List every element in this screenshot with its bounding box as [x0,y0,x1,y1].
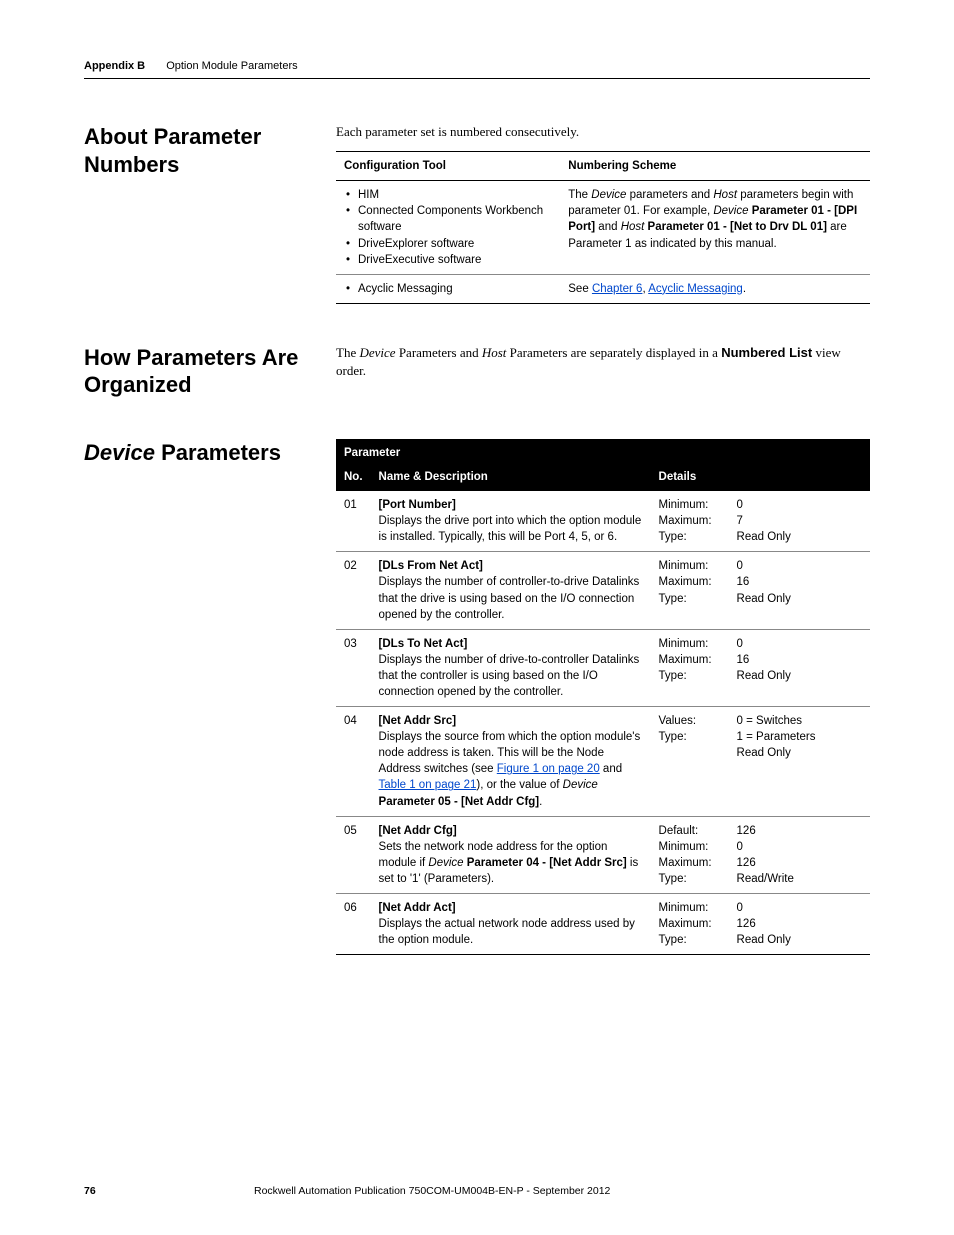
cell-name: [Net Addr Act]Displays the actual networ… [371,894,651,955]
cell-name: [Net Addr Cfg]Sets the network node addr… [371,816,651,893]
cell-detail-label: Default:Minimum:Maximum:Type: [651,816,729,893]
tool-item: DriveExecutive software [346,252,552,268]
txt: Device [359,345,395,360]
txt: parameters and [626,189,713,201]
cell-detail-label: Minimum:Maximum:Type: [651,894,729,955]
scheme-cell-1: The Device parameters and Host parameter… [560,181,870,274]
footer: 76 Rockwell Automation Publication 750CO… [84,1185,870,1197]
tool-list: HIM Connected Components Workbench softw… [344,187,552,267]
config-col1: Configuration Tool [336,152,560,181]
body-about: Each parameter set is numbered consecuti… [336,123,870,304]
cell-name: [Port Number]Displays the drive port int… [371,491,651,552]
about-intro: Each parameter set is numbered consecuti… [336,123,870,141]
txt: Numbered List [721,345,812,360]
cell-no: 01 [336,491,371,552]
txt: Parameters [155,440,281,465]
cell-detail-value: 016Read Only [729,552,870,629]
section-organized: How Parameters Are Organized The Device … [84,344,870,399]
tool-item: Connected Components Workbench software [346,203,552,235]
link[interactable]: Figure 1 on page 20 [497,763,600,775]
cell-detail-value: 016Read Only [729,629,870,706]
txt: Host [713,189,737,201]
cell-name: [Net Addr Src]Displays the source from w… [371,707,651,817]
publication: Rockwell Automation Publication 750COM-U… [254,1185,870,1197]
cell-detail-label: Minimum:Maximum:Type: [651,552,729,629]
table-row: 01[Port Number]Displays the drive port i… [336,491,870,552]
tool-item: Acyclic Messaging [346,281,552,297]
link[interactable]: Table 1 on page 21 [379,779,477,791]
table-row: 03[DLs To Net Act]Displays the number of… [336,629,870,706]
cell-no: 05 [336,816,371,893]
cell-detail-value: 0 = Switches1 = ParametersRead Only [729,707,870,817]
cell-no: 04 [336,707,371,817]
txt: Host [482,345,507,360]
table-row: 05[Net Addr Cfg]Sets the network node ad… [336,816,870,893]
param-table: Parameter No. Name & Description Details… [336,439,870,955]
header-rule [84,78,870,79]
cell-no: 06 [336,894,371,955]
th-no: No. [336,466,371,491]
appendix-label: Appendix B [84,60,145,72]
cell-detail-value: 0126Read Only [729,894,870,955]
config-row-2: Acyclic Messaging See Chapter 6, Acyclic… [336,274,870,303]
table-row: 04[Net Addr Src]Displays the source from… [336,707,870,817]
body-organized: The Device Parameters and Host Parameter… [336,344,870,399]
scheme-cell-2: See Chapter 6, Acyclic Messaging. [560,274,870,303]
heading-device: Device Parameters [84,439,336,955]
cell-detail-value: 07Read Only [729,491,870,552]
link-chapter6[interactable]: Chapter 6 [592,283,643,295]
cell-name: [DLs From Net Act]Displays the number of… [371,552,651,629]
cell-detail-label: Minimum:Maximum:Type: [651,629,729,706]
body-device: Parameter No. Name & Description Details… [336,439,870,955]
txt: Parameter 01 - [Net to Drv DL 01] [644,221,827,233]
txt: See [568,283,592,295]
txt: Device [84,440,155,465]
link-acyclic[interactable]: Acyclic Messaging [648,283,743,295]
cell-name: [DLs To Net Act]Displays the number of d… [371,629,651,706]
page-header: Appendix B Option Module Parameters [84,60,870,72]
tool-item: DriveExplorer software [346,236,552,252]
table-row: 02[DLs From Net Act]Displays the number … [336,552,870,629]
th-name: Name & Description [371,466,651,491]
heading-organized: How Parameters Are Organized [84,344,336,399]
txt: and [595,221,621,233]
config-col2: Numbering Scheme [560,152,870,181]
section-about: About Parameter Numbers Each parameter s… [84,123,870,304]
header-title: Option Module Parameters [166,60,297,72]
txt: Parameters are separately displayed in a [506,345,721,360]
txt: The [336,345,359,360]
th-parameter: Parameter [336,439,651,466]
tool-item: HIM [346,187,552,203]
txt: The [568,189,591,201]
txt: Device [591,189,626,201]
heading-about: About Parameter Numbers [84,123,336,304]
cell-detail-value: 1260126Read/Write [729,816,870,893]
cell-no: 03 [336,629,371,706]
table-row: 06[Net Addr Act]Displays the actual netw… [336,894,870,955]
th-details: Details [651,466,870,491]
cell-detail-label: Minimum:Maximum:Type: [651,491,729,552]
txt: Device [713,205,748,217]
cell-no: 02 [336,552,371,629]
txt: . [743,283,746,295]
txt: Host [621,221,645,233]
config-row-1: HIM Connected Components Workbench softw… [336,181,870,274]
section-device: Device Parameters Parameter No. Name & D… [84,439,870,955]
cell-detail-label: Values:Type: [651,707,729,817]
page-number: 76 [84,1185,254,1197]
config-table: Configuration Tool Numbering Scheme HIM … [336,151,870,304]
txt: Parameters and [396,345,482,360]
